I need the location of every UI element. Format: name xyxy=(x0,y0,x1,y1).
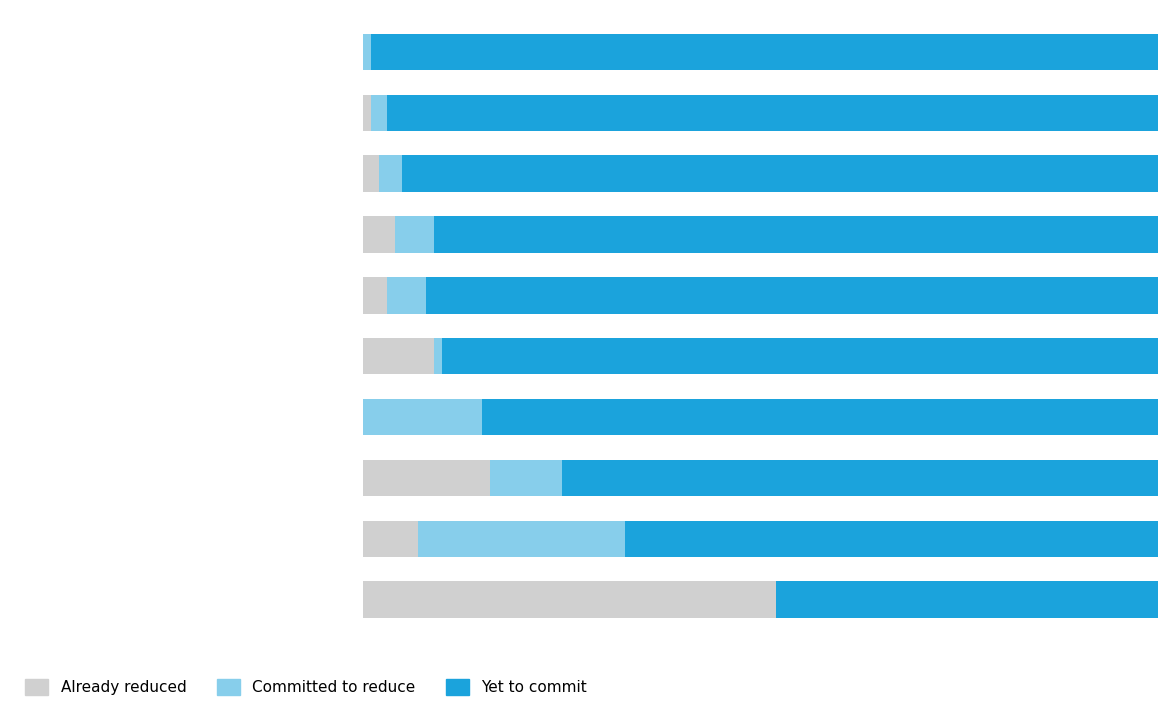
Bar xyxy=(371,95,386,131)
Bar xyxy=(394,216,434,253)
Bar xyxy=(386,277,426,314)
Bar xyxy=(434,216,1158,253)
Bar xyxy=(625,521,1158,557)
Bar xyxy=(490,460,562,496)
Bar xyxy=(363,460,490,496)
Bar xyxy=(419,521,625,557)
Bar xyxy=(363,277,386,314)
Bar xyxy=(363,155,379,192)
Bar xyxy=(442,338,1158,374)
Bar xyxy=(402,155,1158,192)
Bar xyxy=(363,581,777,618)
Bar xyxy=(482,399,1158,435)
Bar xyxy=(363,95,371,131)
Bar xyxy=(777,581,1158,618)
Bar xyxy=(363,216,394,253)
Bar xyxy=(363,399,482,435)
Bar xyxy=(363,521,419,557)
Bar xyxy=(426,277,1158,314)
Bar xyxy=(386,95,1158,131)
Bar xyxy=(379,155,402,192)
Bar xyxy=(363,338,434,374)
Bar xyxy=(562,460,1158,496)
Legend: Already reduced, Committed to reduce, Yet to commit: Already reduced, Committed to reduce, Ye… xyxy=(20,673,593,701)
Bar xyxy=(363,34,371,70)
Bar xyxy=(371,34,1158,70)
Bar xyxy=(434,338,442,374)
